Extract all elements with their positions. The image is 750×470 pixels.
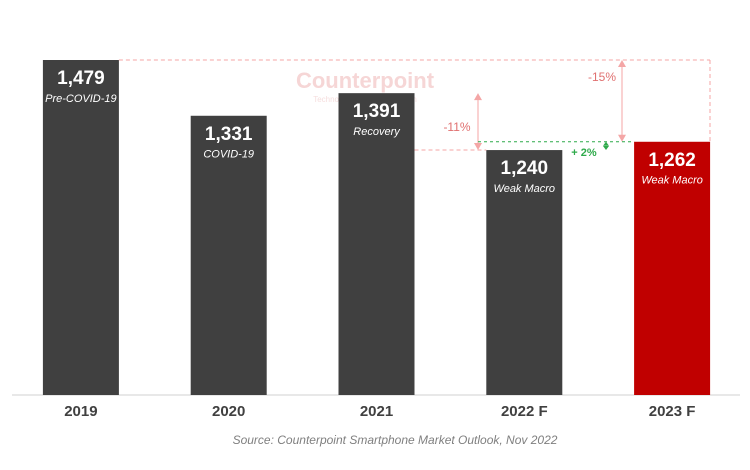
bar-label: Recovery: [353, 126, 401, 138]
arrow-head: [474, 93, 482, 101]
bar-label: Weak Macro: [641, 175, 703, 187]
source: Source: Counterpoint Smartphone Market O…: [233, 433, 558, 447]
bar: [634, 141, 711, 395]
value-label: 1,479: [57, 68, 105, 89]
bar: [190, 115, 267, 395]
bar-label: COVID-19: [203, 149, 254, 161]
value-label: 1,262: [648, 150, 696, 171]
x-tick-label: 2019: [64, 403, 97, 420]
x-tick-label: 2022 F: [501, 403, 548, 420]
watermark: Counterpoint: [296, 68, 435, 93]
arrow-head: [618, 134, 626, 142]
bar: [338, 93, 415, 395]
arrow-head: [618, 60, 626, 67]
value-label: 1,331: [205, 124, 253, 145]
arrow-head: [603, 146, 609, 151]
annotation: + 2%: [571, 147, 597, 159]
arrow-head: [603, 141, 609, 146]
annotation: -11%: [443, 120, 470, 134]
arrow-head: [474, 143, 482, 151]
bar-label: Weak Macro: [494, 183, 556, 195]
x-tick-label: 2020: [212, 403, 245, 420]
value-label: 1,240: [501, 158, 549, 179]
value-label: 1,391: [353, 101, 401, 122]
bar: [486, 150, 563, 395]
annotation: -15%: [588, 70, 616, 84]
x-tick-label: 2023 F: [649, 403, 696, 420]
x-tick-label: 2021: [360, 403, 393, 420]
bar-label: Pre-COVID-19: [45, 93, 117, 105]
bar: [42, 60, 119, 395]
